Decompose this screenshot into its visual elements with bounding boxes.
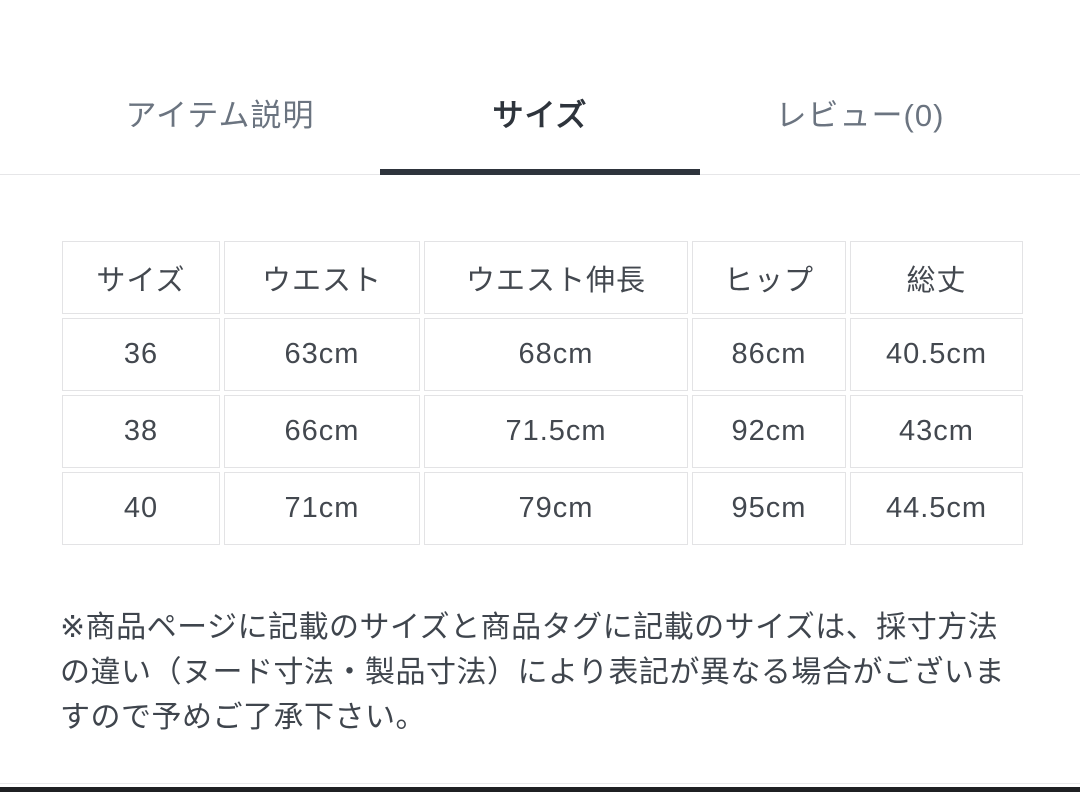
table-header-row: サイズ ウエスト ウエスト伸長 ヒップ 総丈 [62, 241, 1023, 314]
cell-size: 38 [62, 395, 220, 468]
cell-size: 36 [62, 318, 220, 391]
cell-total-length: 44.5cm [850, 472, 1023, 545]
table-row: 36 63cm 68cm 86cm 40.5cm [62, 318, 1023, 391]
column-header-size: サイズ [62, 241, 220, 314]
screen-bottom-edge [0, 787, 1080, 792]
cell-hip: 95cm [692, 472, 846, 545]
cell-waist: 71cm [224, 472, 420, 545]
column-header-total-length: 総丈 [850, 241, 1023, 314]
tab-bar: アイテム説明 サイズ レビュー(0) [0, 0, 1080, 175]
tab-reviews[interactable]: レビュー(0) [775, 98, 945, 133]
cell-total-length: 40.5cm [850, 318, 1023, 391]
cell-total-length: 43cm [850, 395, 1023, 468]
sizing-disclaimer-note: ※商品ページに記載のサイズと商品タグに記載のサイズは、採寸方法の違い（ヌード寸法… [60, 611, 1005, 734]
size-table-section: サイズ ウエスト ウエスト伸長 ヒップ 総丈 36 63cm 68cm 86cm… [58, 237, 1080, 549]
table-row: 38 66cm 71.5cm 92cm 43cm [62, 395, 1023, 468]
column-header-waist: ウエスト [224, 241, 420, 314]
tab-size[interactable]: サイズ [380, 96, 700, 175]
cell-waist-stretched: 68cm [424, 318, 688, 391]
tab-item-description[interactable]: アイテム説明 [125, 98, 315, 133]
cell-size: 40 [62, 472, 220, 545]
cell-waist: 66cm [224, 395, 420, 468]
cell-waist-stretched: 79cm [424, 472, 688, 545]
cell-waist: 63cm [224, 318, 420, 391]
bottom-divider [0, 783, 1080, 784]
column-header-waist-stretched: ウエスト伸長 [424, 241, 688, 314]
cell-hip: 92cm [692, 395, 846, 468]
column-header-hip: ヒップ [692, 241, 846, 314]
table-row: 40 71cm 79cm 95cm 44.5cm [62, 472, 1023, 545]
cell-waist-stretched: 71.5cm [424, 395, 688, 468]
cell-hip: 86cm [692, 318, 846, 391]
size-table: サイズ ウエスト ウエスト伸長 ヒップ 総丈 36 63cm 68cm 86cm… [58, 237, 1027, 549]
